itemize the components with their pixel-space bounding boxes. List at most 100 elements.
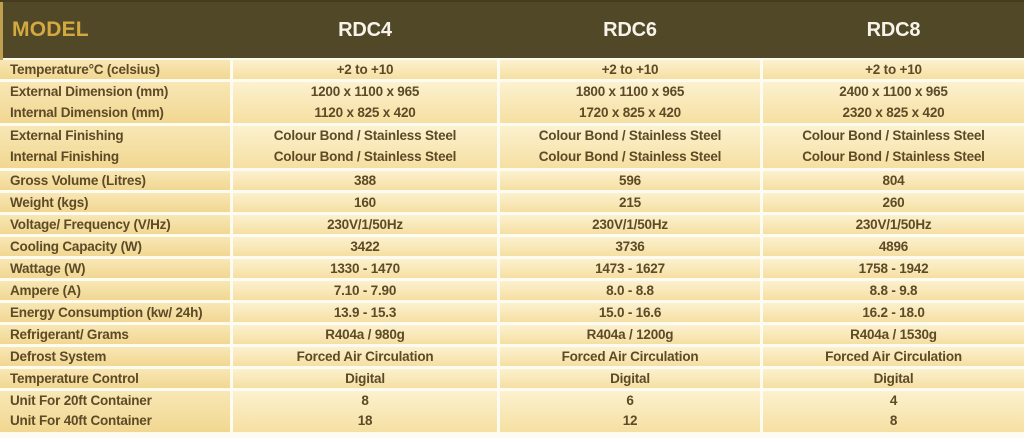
spec-cell-rdc4: 7.10 - 7.90 bbox=[233, 280, 497, 300]
spec-value: 2400 x 1100 x 965 bbox=[839, 84, 948, 100]
table-row-weight: Weight (kgs) 160 215 260 bbox=[0, 192, 1024, 212]
spec-value: Forced Air Circulation bbox=[296, 348, 434, 364]
table-row-cooling-capacity: Cooling Capacity (W) 3422 3736 4896 bbox=[0, 236, 1024, 256]
spec-cell-rdc6: 230V/1/50Hz bbox=[500, 214, 760, 234]
spec-value: Colour Bond / Stainless Steel bbox=[538, 148, 722, 164]
spec-cell-rdc8: 230V/1/50Hz bbox=[763, 214, 1024, 234]
spec-value: 18 bbox=[357, 413, 373, 429]
spec-cell-rdc8: 4 8 bbox=[763, 390, 1024, 432]
row-label-cell: Temperature Control bbox=[0, 368, 230, 388]
spec-value: 1800 x 1100 x 965 bbox=[575, 84, 685, 100]
spec-cell-rdc8: 260 bbox=[763, 192, 1024, 212]
row-label-cell: Voltage/ Frequency (V/Hz) bbox=[0, 214, 230, 234]
spec-value: 230V/1/50Hz bbox=[327, 216, 403, 232]
spec-cell-rdc6: R404a / 1200g bbox=[500, 324, 760, 344]
spec-value: 12 bbox=[622, 413, 638, 429]
spec-value: 2320 x 825 x 420 bbox=[842, 104, 945, 120]
spec-value: 1758 - 1942 bbox=[858, 260, 929, 276]
spec-label: Unit For 40ft Container bbox=[10, 413, 152, 429]
spec-cell-rdc8: 804 bbox=[763, 170, 1024, 190]
table-row-temperature-control: Temperature Control Digital Digital Digi… bbox=[0, 368, 1024, 388]
spec-value: R404a / 1200g bbox=[586, 326, 674, 342]
spec-label: Gross Volume (Litres) bbox=[10, 172, 146, 188]
spec-value: Forced Air Circulation bbox=[825, 348, 962, 364]
spec-value: 8.8 - 9.8 bbox=[869, 282, 918, 298]
spec-label: Ampere (A) bbox=[10, 282, 81, 298]
spec-value: Forced Air Circulation bbox=[561, 348, 699, 364]
row-label-cell: Defrost System bbox=[0, 346, 230, 366]
spec-label: Refrigerant/ Grams bbox=[10, 326, 129, 342]
row-label-cell: External Finishing Internal Finishing bbox=[0, 126, 230, 168]
spec-label: External Dimension (mm) bbox=[10, 84, 169, 100]
spec-cell-rdc6: Digital bbox=[500, 368, 760, 388]
spec-value: R404a / 1530g bbox=[850, 326, 937, 342]
spec-label: Defrost System bbox=[10, 348, 107, 364]
spec-value: Colour Bond / Stainless Steel bbox=[273, 148, 457, 164]
spec-cell-rdc4: 1330 - 1470 bbox=[233, 258, 497, 278]
spec-value: Colour Bond / Stainless Steel bbox=[538, 128, 722, 144]
table-row-voltage: Voltage/ Frequency (V/Hz) 230V/1/50Hz 23… bbox=[0, 214, 1024, 234]
spec-value: 7.10 - 7.90 bbox=[333, 282, 397, 298]
spec-cell-rdc8: 16.2 - 18.0 bbox=[763, 302, 1024, 322]
spec-cell-rdc4: Colour Bond / Stainless Steel Colour Bon… bbox=[233, 126, 497, 168]
spec-cell-rdc8: 1758 - 1942 bbox=[763, 258, 1024, 278]
spec-label: Internal Dimension (mm) bbox=[10, 104, 164, 120]
spec-value: Digital bbox=[873, 370, 914, 386]
row-label-cell: Unit For 20ft Container Unit For 40ft Co… bbox=[0, 390, 230, 432]
spec-value: 3422 bbox=[350, 238, 380, 254]
spec-cell-rdc4: 8 18 bbox=[233, 390, 497, 432]
spec-cell-rdc4: 230V/1/50Hz bbox=[233, 214, 497, 234]
spec-cell-rdc4: 13.9 - 15.3 bbox=[233, 302, 497, 322]
spec-value: 1473 - 1627 bbox=[595, 260, 665, 276]
spec-value: 1330 - 1470 bbox=[330, 260, 400, 276]
spec-value: +2 to +10 bbox=[601, 62, 659, 77]
spec-value: 230V/1/50Hz bbox=[592, 216, 668, 232]
spec-value: 230V/1/50Hz bbox=[855, 216, 932, 232]
spec-cell-rdc8: 8.8 - 9.8 bbox=[763, 280, 1024, 300]
spec-value: R404a / 980g bbox=[325, 326, 405, 342]
spec-value: 3736 bbox=[615, 238, 645, 254]
table-row-dimensions: External Dimension (mm) Internal Dimensi… bbox=[0, 82, 1024, 124]
spec-value: 160 bbox=[354, 194, 376, 210]
spec-cell-rdc4: 3422 bbox=[233, 236, 497, 256]
row-label-cell: Refrigerant/ Grams bbox=[0, 324, 230, 344]
spec-label: Wattage (W) bbox=[10, 260, 86, 276]
spec-value: 215 bbox=[619, 194, 641, 210]
spec-cell-rdc6: Forced Air Circulation bbox=[500, 346, 760, 366]
table-row-defrost-system: Defrost System Forced Air Circulation Fo… bbox=[0, 346, 1024, 366]
table-header: MODEL RDC4 RDC6 RDC8 bbox=[0, 0, 1024, 60]
spec-value: 4896 bbox=[878, 238, 909, 254]
spec-value: Digital bbox=[610, 370, 650, 386]
spec-value: 260 bbox=[882, 194, 905, 210]
spec-value: 8 bbox=[361, 392, 369, 408]
spec-value: +2 to +10 bbox=[865, 62, 922, 77]
spec-value: 16.2 - 18.0 bbox=[862, 304, 925, 320]
spec-cell-rdc6: 8.0 - 8.8 bbox=[500, 280, 760, 300]
spec-cell-rdc6: 1800 x 1100 x 965 1720 x 825 x 420 bbox=[500, 82, 760, 124]
spec-value: 388 bbox=[354, 172, 376, 188]
table-row-gross-volume: Gross Volume (Litres) 388 596 804 bbox=[0, 170, 1024, 190]
spec-cell-rdc8: Digital bbox=[763, 368, 1024, 388]
spec-label: External Finishing bbox=[10, 128, 124, 144]
table-row-refrigerant: Refrigerant/ Grams R404a / 980g R404a / … bbox=[0, 324, 1024, 344]
row-label-cell: Weight (kgs) bbox=[0, 192, 230, 212]
spec-value: 6 bbox=[626, 392, 634, 408]
spec-label: Cooling Capacity (W) bbox=[10, 238, 142, 254]
row-label-cell: Temperature°C (celsius) bbox=[0, 60, 230, 79]
spec-value: 1200 x 1100 x 965 bbox=[310, 84, 420, 100]
spec-cell-rdc6: Colour Bond / Stainless Steel Colour Bon… bbox=[500, 126, 760, 168]
spec-cell-rdc4: R404a / 980g bbox=[233, 324, 497, 344]
spec-value: 804 bbox=[882, 172, 905, 188]
spec-value: 596 bbox=[619, 172, 641, 188]
spec-label: Weight (kgs) bbox=[10, 194, 89, 210]
spec-cell-rdc6: 3736 bbox=[500, 236, 760, 256]
spec-value: 8.0 - 8.8 bbox=[606, 282, 654, 298]
row-label-cell: Cooling Capacity (W) bbox=[0, 236, 230, 256]
spec-value: +2 to +10 bbox=[336, 62, 394, 77]
row-label-cell: Ampere (A) bbox=[0, 280, 230, 300]
spec-value: 8 bbox=[889, 413, 898, 429]
model-header: MODEL bbox=[12, 18, 89, 41]
spec-cell-rdc4: Forced Air Circulation bbox=[233, 346, 497, 366]
spec-cell-rdc8: +2 to +10 bbox=[763, 60, 1024, 79]
spec-cell-rdc8: R404a / 1530g bbox=[763, 324, 1024, 344]
